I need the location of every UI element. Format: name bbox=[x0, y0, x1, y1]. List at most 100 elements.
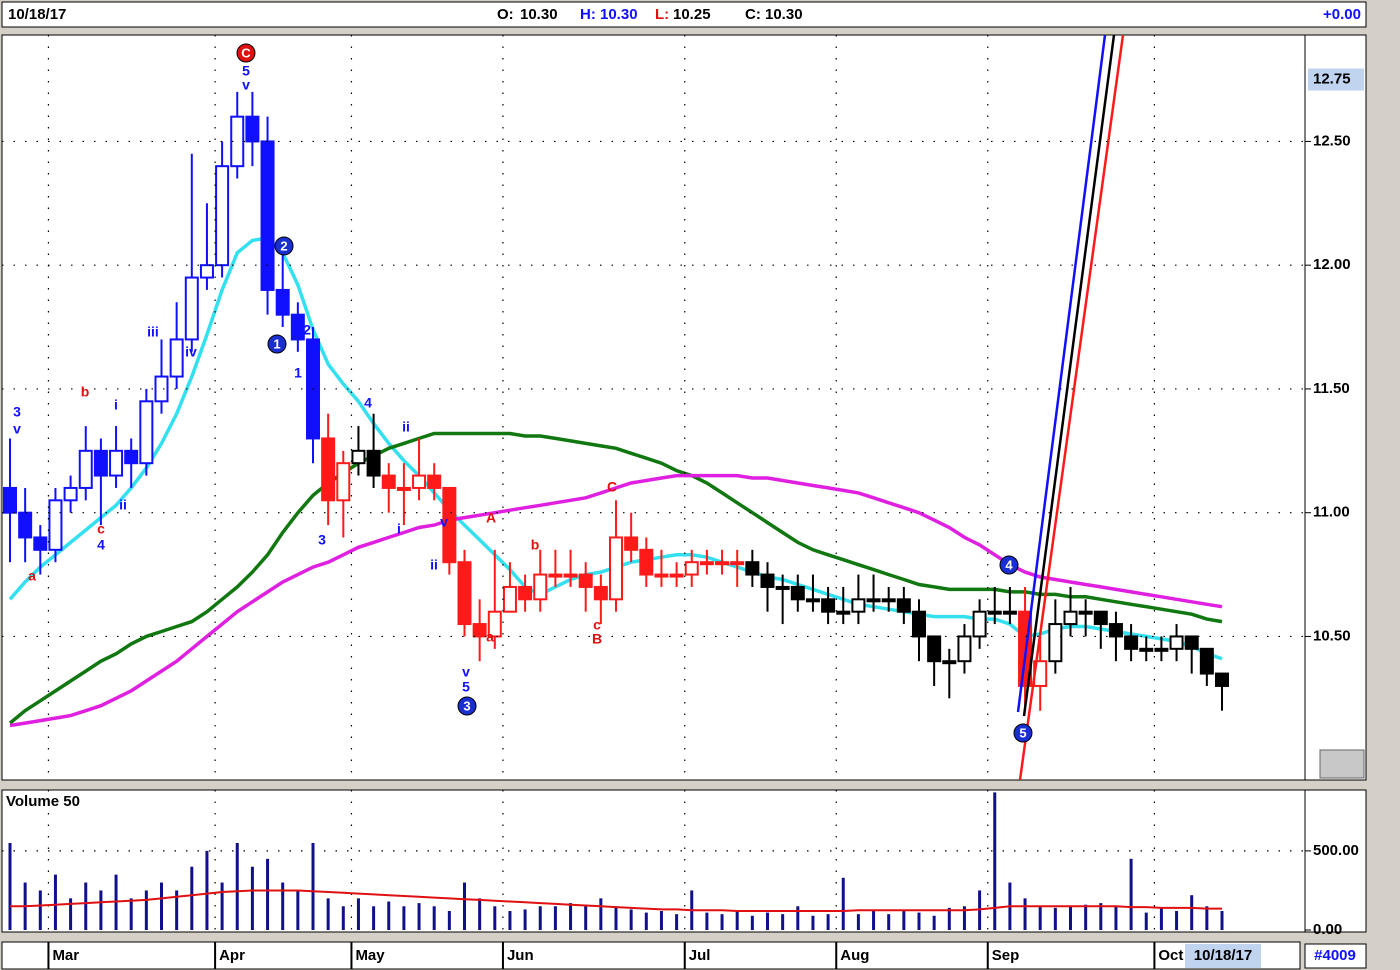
candle-body bbox=[472, 623, 487, 638]
x-tick-label: Aug bbox=[840, 947, 869, 964]
candle-body bbox=[215, 165, 230, 267]
candle-body bbox=[366, 449, 381, 477]
candle-body bbox=[78, 449, 93, 489]
volume-bar bbox=[659, 911, 663, 930]
volume-bar bbox=[402, 906, 406, 930]
price-axis-panel bbox=[1304, 34, 1367, 781]
footer-date: 10/18/17 bbox=[1194, 947, 1252, 964]
volume-bar bbox=[508, 911, 512, 930]
volume-bar bbox=[947, 907, 951, 930]
volume-bar bbox=[205, 850, 209, 930]
candle-body bbox=[866, 598, 881, 603]
wave-label: 5 bbox=[462, 679, 470, 695]
candle-body bbox=[154, 375, 169, 403]
candle-body bbox=[987, 610, 1002, 615]
candle-body bbox=[593, 585, 608, 601]
volume-average bbox=[10, 889, 1222, 912]
candle-body bbox=[654, 573, 669, 578]
volume-bar bbox=[69, 898, 73, 930]
volume-bar bbox=[8, 842, 12, 930]
candle-body bbox=[1093, 610, 1108, 626]
wave-label: c bbox=[97, 521, 105, 537]
y-tick-label: 10.50 bbox=[1313, 627, 1351, 644]
volume-bar bbox=[644, 912, 648, 930]
footer-id-box bbox=[1304, 943, 1367, 969]
x-tick-label: Mar bbox=[52, 947, 79, 964]
candle-body bbox=[1124, 635, 1139, 650]
candle-body bbox=[745, 561, 760, 576]
volume-bar bbox=[341, 906, 345, 930]
y-tick-label: 0.00 bbox=[1313, 921, 1342, 938]
volume-bar bbox=[84, 882, 88, 930]
wave-label: 1 bbox=[294, 365, 302, 381]
candle-body bbox=[184, 276, 199, 341]
volume-bar bbox=[1053, 907, 1057, 930]
y-tick-label: 12.75 bbox=[1313, 71, 1351, 88]
candle-body bbox=[927, 635, 942, 663]
footer-date-box bbox=[1185, 944, 1261, 968]
candle-body bbox=[715, 561, 730, 566]
volume-bar bbox=[720, 914, 724, 930]
corner-icon[interactable] bbox=[1319, 749, 1365, 779]
volume-bar bbox=[584, 904, 588, 930]
wave-label: A bbox=[486, 510, 496, 526]
candle-body bbox=[275, 288, 290, 316]
candle-body bbox=[230, 115, 245, 168]
trend-line bbox=[1022, 35, 1116, 717]
trend-line bbox=[1016, 35, 1107, 713]
candle-body bbox=[1078, 610, 1093, 615]
candle-body bbox=[836, 610, 851, 615]
volume-bar bbox=[932, 915, 936, 930]
candle-body bbox=[912, 610, 926, 638]
open-label: O: bbox=[497, 6, 514, 23]
volume-bar bbox=[872, 911, 876, 930]
candle-body bbox=[18, 511, 33, 539]
wave-label: 3 bbox=[13, 404, 21, 420]
trend-line bbox=[1018, 35, 1125, 780]
candle-body bbox=[1215, 672, 1229, 687]
candle-body bbox=[1048, 623, 1063, 663]
volume-bar bbox=[629, 909, 633, 930]
candle-body bbox=[639, 548, 654, 576]
volume-bar bbox=[1159, 907, 1163, 930]
volume-bar bbox=[902, 911, 906, 930]
volume-bar bbox=[750, 915, 754, 930]
x-tick-label: Jun bbox=[507, 947, 534, 964]
wave-label: 2 bbox=[303, 322, 311, 338]
candle-body bbox=[290, 313, 305, 341]
volume-bar bbox=[417, 903, 421, 930]
candle-body bbox=[427, 474, 442, 489]
low-value: 10.25 bbox=[673, 6, 711, 23]
candle-body bbox=[881, 598, 896, 603]
wave-label: a bbox=[28, 568, 36, 584]
candle-body bbox=[1154, 647, 1169, 652]
wave-label: 1 bbox=[273, 336, 280, 351]
candle-body bbox=[48, 499, 63, 551]
candle-body bbox=[199, 264, 214, 279]
candle-body bbox=[1199, 647, 1214, 675]
volume-bar bbox=[266, 858, 270, 930]
volume-bar bbox=[53, 874, 57, 930]
volume-bar bbox=[1084, 904, 1088, 930]
volume-bar bbox=[190, 866, 194, 930]
volume-bar bbox=[1114, 906, 1118, 930]
volume-bar bbox=[962, 906, 966, 930]
time-axis-panel bbox=[1, 941, 1301, 970]
volume-bar bbox=[614, 906, 618, 930]
wave-label: C bbox=[607, 479, 617, 495]
x-tick-label: Jul bbox=[689, 947, 711, 964]
y-tick-label: 11.50 bbox=[1313, 380, 1350, 397]
volume-bar bbox=[432, 906, 436, 930]
volume-bar bbox=[781, 914, 785, 930]
y-tick-label: 500.00 bbox=[1313, 842, 1359, 859]
candle-body bbox=[442, 486, 457, 564]
header-date: 10/18/17 bbox=[8, 6, 66, 23]
candle-body bbox=[33, 536, 48, 551]
wave-label: C bbox=[241, 45, 251, 60]
volume-bar bbox=[129, 898, 133, 930]
x-tick-label: Sep bbox=[992, 947, 1020, 964]
candle-body bbox=[502, 585, 517, 613]
candle-body bbox=[548, 573, 563, 578]
candle-body bbox=[63, 486, 78, 502]
